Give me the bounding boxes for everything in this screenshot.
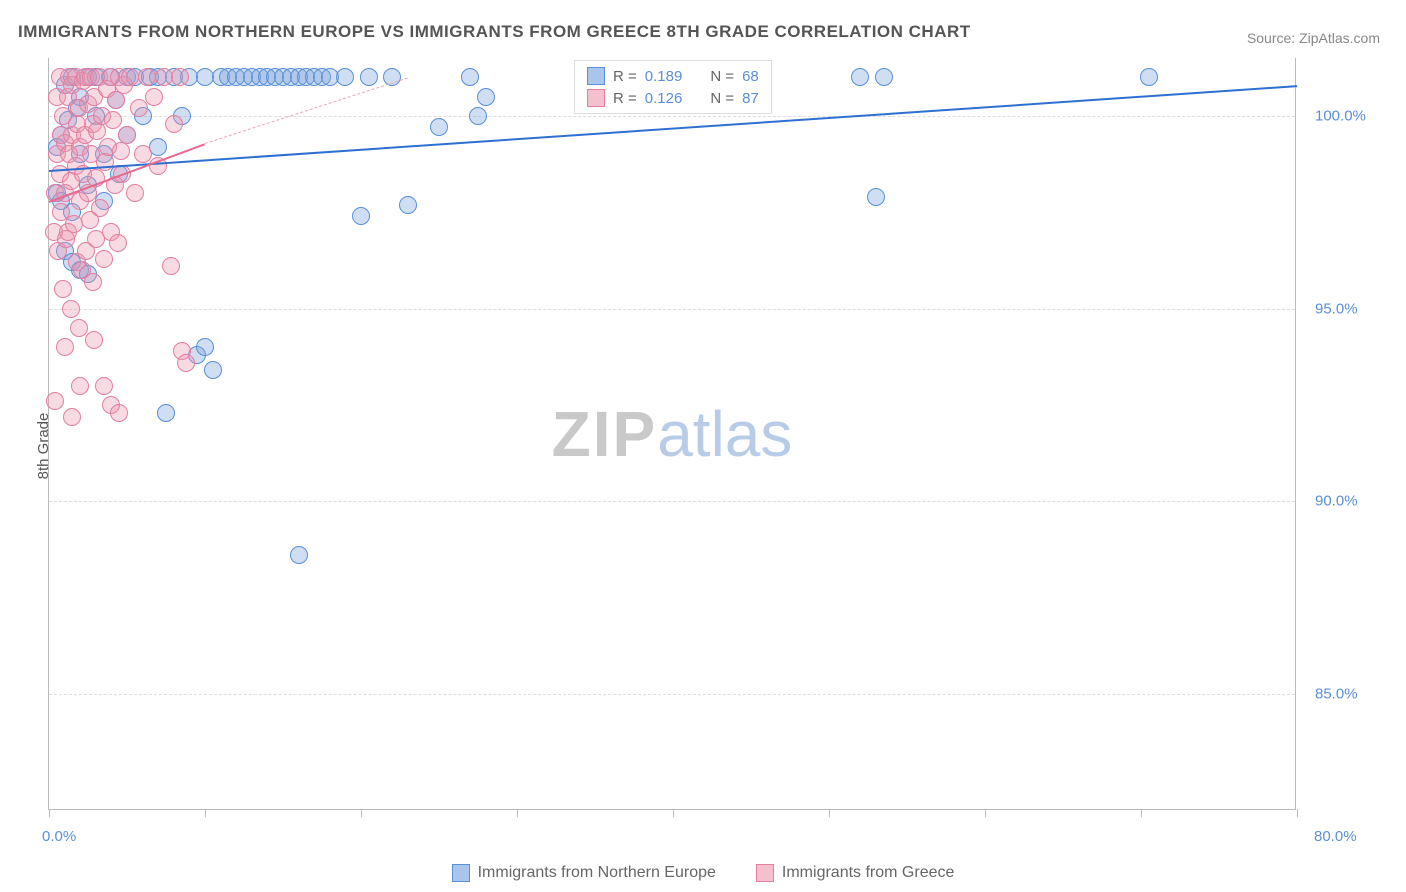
data-point [46,392,64,410]
x-tick [673,809,674,817]
x-tick [361,809,362,817]
y-tick-label: 90.0% [1315,493,1358,510]
data-point [867,188,885,206]
source-credit: Source: ZipAtlas.com [1247,30,1380,46]
legend-row: R = 0.189 N = 68 [575,65,771,87]
x-tick-label-min: 0.0% [42,828,76,845]
data-point [1140,68,1158,86]
legend-n-label: N = [710,90,734,107]
data-point [95,250,113,268]
legend-swatch [587,89,605,107]
gridline [49,694,1295,695]
legend-label: Immigrants from Greece [782,864,954,882]
data-point [145,88,163,106]
watermark-part1: ZIP [552,398,658,470]
data-point [157,404,175,422]
data-point [477,88,495,106]
y-tick-label: 100.0% [1315,107,1366,124]
correlation-legend: R = 0.189 N = 68 R = 0.126 N = 87 [574,60,772,114]
data-point [290,546,308,564]
data-point [54,280,72,298]
x-tick [1297,809,1298,817]
data-point [84,273,102,291]
data-point [107,91,125,109]
data-point [461,68,479,86]
data-point [110,404,128,422]
source-prefix: Source: [1247,30,1299,46]
data-point [469,107,487,125]
data-point [56,338,74,356]
data-point [104,111,122,129]
series-legend: Immigrants from Northern Europe Immigrant… [0,864,1406,882]
data-point [399,196,417,214]
legend-r-value: 0.126 [645,90,683,107]
data-point [875,68,893,86]
legend-n-label: N = [710,68,734,85]
trend-line [205,77,408,144]
data-point [352,207,370,225]
watermark: ZIPatlas [552,397,793,471]
legend-r-value: 0.189 [645,68,683,85]
legend-n-value: 87 [742,90,759,107]
legend-n-value: 68 [742,68,759,85]
legend-swatch [452,864,470,882]
data-point [109,234,127,252]
y-tick-label: 85.0% [1315,686,1358,703]
x-tick [829,809,830,817]
chart-title: IMMIGRANTS FROM NORTHERN EUROPE VS IMMIG… [18,22,971,42]
x-tick [985,809,986,817]
legend-r-label: R = [613,68,637,85]
data-point [138,68,156,86]
legend-row: R = 0.126 N = 87 [575,87,771,109]
data-point [121,68,139,86]
data-point [85,331,103,349]
gridline [49,501,1295,502]
data-point [177,354,195,372]
gridline [49,309,1295,310]
data-point [91,199,109,217]
legend-item: Immigrants from Northern Europe [452,864,716,882]
data-point [70,319,88,337]
data-point [171,68,189,86]
source-link[interactable]: ZipAtlas.com [1299,30,1380,46]
watermark-part2: atlas [657,398,792,470]
data-point [336,68,354,86]
data-point [360,68,378,86]
data-point [851,68,869,86]
x-tick [205,809,206,817]
y-tick-label: 95.0% [1315,300,1358,317]
data-point [112,142,130,160]
data-point [196,338,214,356]
data-point [134,145,152,163]
data-point [165,115,183,133]
x-tick [517,809,518,817]
x-tick-label-max: 80.0% [1314,828,1357,845]
x-tick [49,809,50,817]
legend-label: Immigrants from Northern Europe [478,864,716,882]
legend-swatch [756,864,774,882]
legend-item: Immigrants from Greece [756,864,954,882]
data-point [204,361,222,379]
scatter-plot: ZIPatlas R =0.189N =68R =0.126N =87 85.0… [48,58,1296,810]
data-point [71,377,89,395]
x-tick [1141,809,1142,817]
data-point [149,138,167,156]
data-point [118,126,136,144]
gridline [49,116,1295,117]
legend-swatch [587,67,605,85]
data-point [63,408,81,426]
data-point [95,377,113,395]
legend-r-label: R = [613,90,637,107]
data-point [62,300,80,318]
data-point [162,257,180,275]
data-point [126,184,144,202]
data-point [430,118,448,136]
